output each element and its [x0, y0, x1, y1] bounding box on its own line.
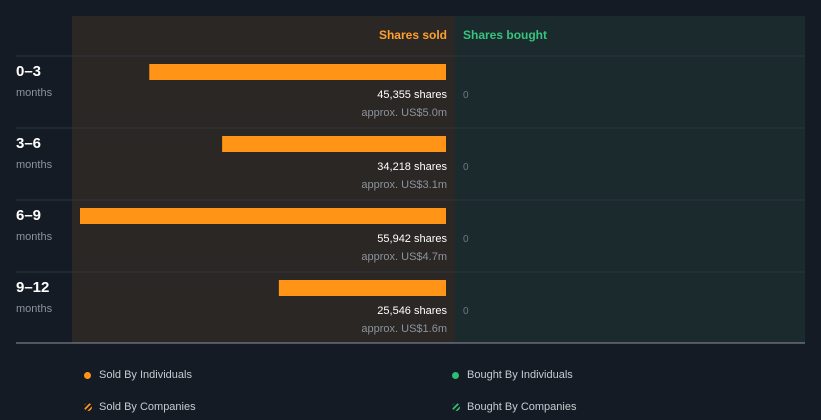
legend-striped-dot-icon — [84, 403, 92, 411]
period-unit-label: months — [16, 303, 53, 315]
sold-bar — [278, 280, 446, 296]
bought-column-header: Shares bought — [463, 28, 547, 42]
period-label: 0–3 — [16, 63, 41, 80]
legend-sold-companies: Sold By Companies — [84, 399, 196, 415]
legend-striped-dot-icon — [452, 403, 460, 411]
period-unit-label: months — [16, 87, 53, 99]
legend-label: Sold By Companies — [99, 401, 196, 413]
sold-value-label: approx. US$5.0m — [361, 107, 447, 119]
period-unit-label: months — [16, 159, 53, 171]
bought-shares-label: 0 — [463, 306, 469, 317]
period-label: 6–9 — [16, 207, 41, 224]
legend-bought-companies: Bought By Companies — [452, 399, 576, 415]
legend-dot-icon — [84, 371, 91, 379]
chart-row: 6–9 months 55,942 shares approx. US$4.7m 0 — [16, 199, 805, 263]
sold-bar — [149, 64, 446, 80]
legend-label: Sold By Individuals — [99, 369, 192, 381]
sold-bar — [222, 136, 446, 152]
legend-label: Bought By Individuals — [467, 369, 573, 381]
sold-bar — [80, 208, 446, 224]
legend-dot-icon — [452, 371, 459, 379]
sold-column-header: Shares sold — [379, 28, 447, 42]
period-label: 9–12 — [16, 279, 49, 296]
sold-value-label: approx. US$4.7m — [361, 251, 447, 263]
period-label: 3–6 — [16, 135, 41, 152]
insider-trading-chart: Shares sold Shares bought 0–3 months 45,35… — [16, 16, 805, 344]
chart-row: 9–12 months 25,546 shares approx. US$1.6m 0 — [16, 271, 805, 335]
chart-row: 3–6 months 34,218 shares approx. US$3.1m 0 — [16, 127, 805, 191]
chart-row: 0–3 months 45,355 shares approx. US$5.0m 0 — [16, 55, 805, 119]
legend-sold-individuals: Sold By Individuals — [84, 367, 192, 383]
bought-panel — [455, 16, 805, 343]
legend-label: Bought By Companies — [467, 401, 577, 413]
bought-shares-label: 0 — [463, 162, 469, 173]
sold-value-label: approx. US$1.6m — [361, 323, 447, 335]
sold-shares-label: 45,355 shares — [377, 89, 447, 101]
bought-shares-label: 0 — [463, 234, 469, 245]
period-unit-label: months — [16, 231, 53, 243]
legend-bought-individuals: Bought By Individuals — [452, 367, 573, 383]
bought-shares-label: 0 — [463, 90, 469, 101]
sold-shares-label: 55,942 shares — [377, 233, 447, 245]
sold-shares-label: 25,546 shares — [377, 305, 447, 317]
sold-shares-label: 34,218 shares — [377, 161, 447, 173]
sold-value-label: approx. US$3.1m — [361, 179, 447, 191]
